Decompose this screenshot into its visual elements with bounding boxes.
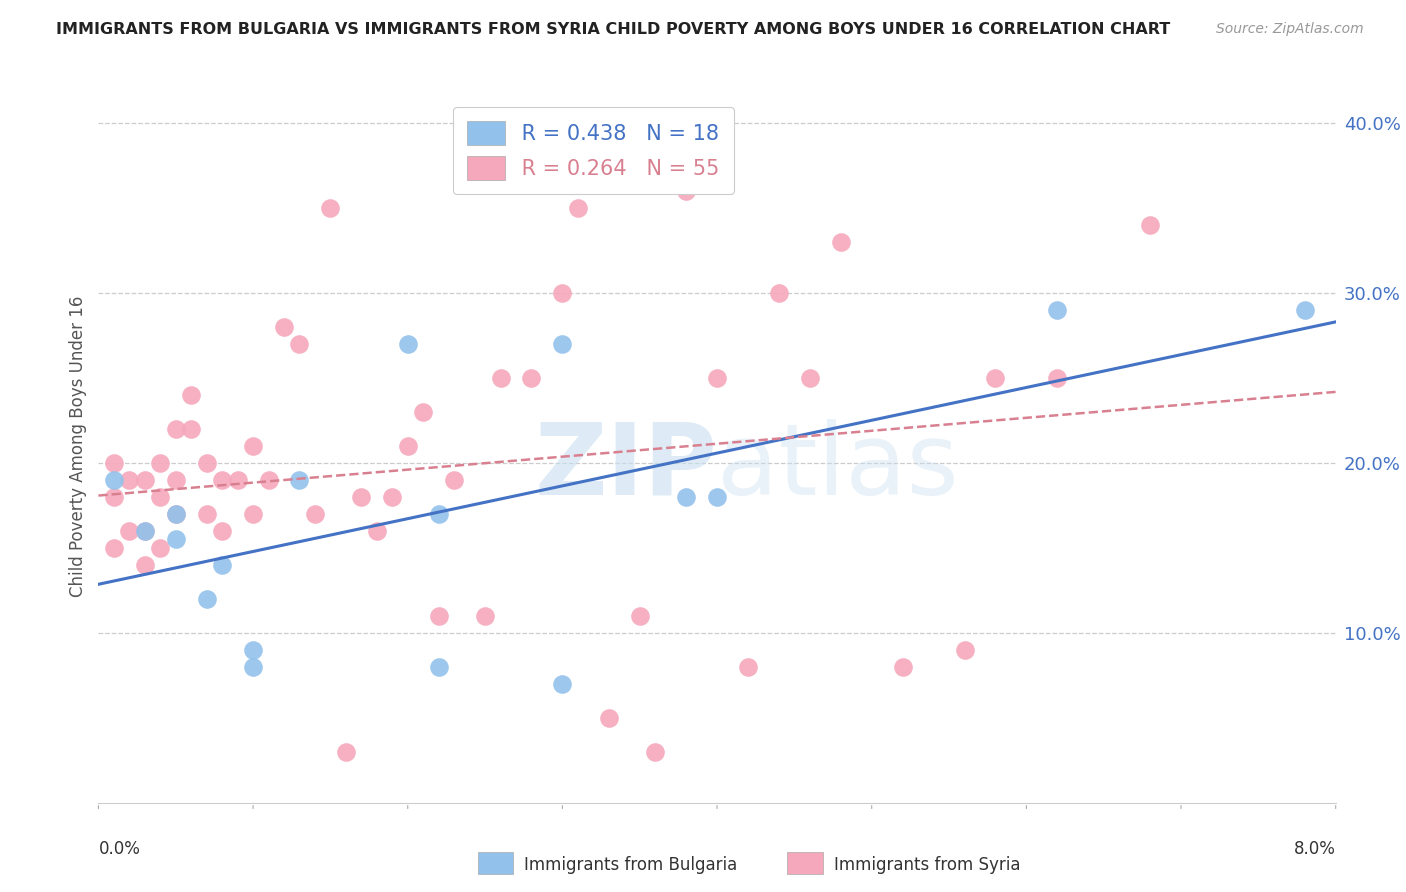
Point: [1046, 371, 1069, 385]
Point: [257, 473, 280, 487]
Point: [211, 473, 233, 487]
Point: [1294, 303, 1316, 318]
Point: [1139, 218, 1161, 232]
Point: [103, 456, 125, 470]
Point: [165, 533, 187, 547]
Point: [242, 660, 264, 674]
Point: [118, 524, 141, 538]
Point: [242, 507, 264, 521]
Point: [675, 184, 697, 198]
Point: [288, 473, 311, 487]
Point: [427, 608, 450, 623]
Text: 0.0%: 0.0%: [98, 840, 141, 858]
Point: [304, 507, 326, 521]
Point: [551, 677, 574, 691]
Point: [134, 524, 156, 538]
Point: [953, 643, 976, 657]
Text: Immigrants from Bulgaria: Immigrants from Bulgaria: [524, 856, 738, 874]
Point: [134, 558, 156, 572]
Point: [165, 507, 187, 521]
Point: [211, 558, 233, 572]
Point: [165, 507, 187, 521]
Text: IMMIGRANTS FROM BULGARIA VS IMMIGRANTS FROM SYRIA CHILD POVERTY AMONG BOYS UNDER: IMMIGRANTS FROM BULGARIA VS IMMIGRANTS F…: [56, 22, 1170, 37]
Point: [226, 473, 249, 487]
Point: [675, 490, 697, 504]
Point: [149, 541, 172, 555]
Text: Immigrants from Syria: Immigrants from Syria: [834, 856, 1021, 874]
Point: [366, 524, 388, 538]
Point: [891, 660, 914, 674]
Point: [520, 371, 543, 385]
Point: [103, 490, 125, 504]
Point: [242, 439, 264, 453]
Point: [443, 473, 465, 487]
Point: [706, 371, 728, 385]
Point: [984, 371, 1007, 385]
Text: atlas: atlas: [717, 419, 959, 516]
Point: [134, 524, 156, 538]
Point: [118, 473, 141, 487]
Point: [551, 286, 574, 301]
Point: [412, 405, 434, 419]
Text: 8.0%: 8.0%: [1294, 840, 1336, 858]
Point: [706, 490, 728, 504]
Point: [396, 337, 419, 351]
Point: [195, 591, 218, 606]
Point: [567, 201, 589, 215]
Point: [180, 388, 202, 402]
Point: [195, 507, 218, 521]
Text: ZIP: ZIP: [534, 419, 717, 516]
Point: [103, 541, 125, 555]
Point: [551, 337, 574, 351]
Legend:  R = 0.438   N = 18,  R = 0.264   N = 55: R = 0.438 N = 18, R = 0.264 N = 55: [453, 107, 734, 194]
Point: [489, 371, 512, 385]
Point: [180, 422, 202, 436]
Point: [396, 439, 419, 453]
Point: [427, 660, 450, 674]
Point: [598, 711, 620, 725]
Point: [474, 608, 496, 623]
Point: [103, 473, 125, 487]
Point: [165, 422, 187, 436]
Point: [211, 524, 233, 538]
Point: [149, 456, 172, 470]
Point: [768, 286, 790, 301]
Point: [799, 371, 821, 385]
Y-axis label: Child Poverty Among Boys Under 16: Child Poverty Among Boys Under 16: [69, 295, 87, 597]
Point: [381, 490, 404, 504]
Point: [242, 643, 264, 657]
Point: [134, 473, 156, 487]
Point: [288, 337, 311, 351]
Point: [319, 201, 342, 215]
Text: Source: ZipAtlas.com: Source: ZipAtlas.com: [1216, 22, 1364, 37]
Point: [350, 490, 373, 504]
Point: [149, 490, 172, 504]
Point: [195, 456, 218, 470]
Point: [628, 608, 651, 623]
Point: [1046, 303, 1069, 318]
Point: [273, 320, 295, 334]
Point: [427, 507, 450, 521]
Point: [830, 235, 852, 249]
Point: [737, 660, 759, 674]
Point: [165, 473, 187, 487]
Point: [335, 745, 357, 759]
Point: [644, 745, 666, 759]
